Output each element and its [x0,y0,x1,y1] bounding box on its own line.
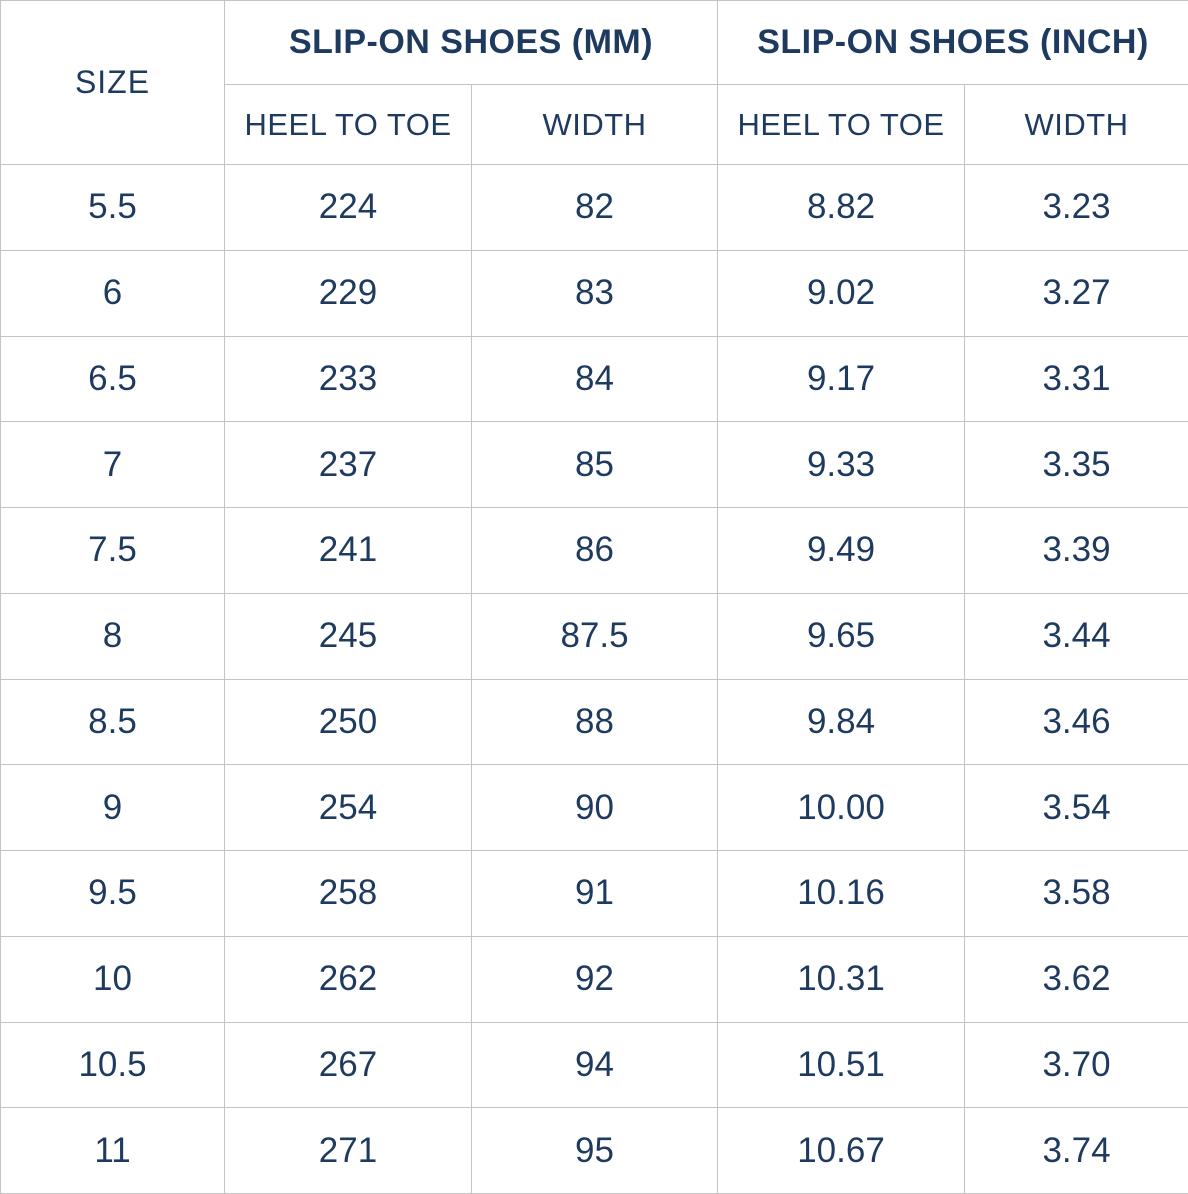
mm-width-cell: 92 [472,936,718,1022]
inch-width-cell: 3.23 [965,165,1188,251]
mm-heel-to-toe-cell: 254 [225,765,472,851]
table-row: 9 254 90 10.00 3.54 [1,765,1188,851]
table-row: 8 245 87.5 9.65 3.44 [1,593,1188,679]
inch-heel-to-toe-cell: 9.84 [718,679,965,765]
inch-width-cell: 3.62 [965,936,1188,1022]
table-row: 9.5 258 91 10.16 3.58 [1,851,1188,937]
table-row: 10.5 267 94 10.51 3.70 [1,1022,1188,1108]
mm-width-cell: 82 [472,165,718,251]
inch-heel-to-toe-cell: 9.33 [718,422,965,508]
mm-heel-to-toe-cell: 267 [225,1022,472,1108]
inch-width-cell: 3.31 [965,336,1188,422]
size-column-header: SIZE [1,1,225,165]
mm-width-cell: 90 [472,765,718,851]
size-cell: 9 [1,765,225,851]
table-row: 7.5 241 86 9.49 3.39 [1,508,1188,594]
subheader-mm-heel-to-toe: HEEL TO TOE [225,85,472,165]
group-header-mm: SLIP-ON SHOES (MM) [225,1,718,85]
inch-heel-to-toe-cell: 10.51 [718,1022,965,1108]
inch-width-cell: 3.46 [965,679,1188,765]
table-row: 11 271 95 10.67 3.74 [1,1108,1188,1194]
size-cell: 8.5 [1,679,225,765]
subheader-inch-width: WIDTH [965,85,1188,165]
mm-heel-to-toe-cell: 245 [225,593,472,679]
size-cell: 5.5 [1,165,225,251]
mm-heel-to-toe-cell: 241 [225,508,472,594]
table-row: 5.5 224 82 8.82 3.23 [1,165,1188,251]
size-cell: 6.5 [1,336,225,422]
size-cell: 9.5 [1,851,225,937]
inch-heel-to-toe-cell: 10.16 [718,851,965,937]
mm-heel-to-toe-cell: 224 [225,165,472,251]
group-header-inch: SLIP-ON SHOES (INCH) [718,1,1188,85]
inch-heel-to-toe-cell: 9.02 [718,250,965,336]
mm-heel-to-toe-cell: 271 [225,1108,472,1194]
table-row: 6 229 83 9.02 3.27 [1,250,1188,336]
inch-heel-to-toe-cell: 10.67 [718,1108,965,1194]
mm-width-cell: 83 [472,250,718,336]
inch-heel-to-toe-cell: 8.82 [718,165,965,251]
table-row: 6.5 233 84 9.17 3.31 [1,336,1188,422]
size-cell: 6 [1,250,225,336]
mm-heel-to-toe-cell: 229 [225,250,472,336]
inch-width-cell: 3.58 [965,851,1188,937]
mm-heel-to-toe-cell: 258 [225,851,472,937]
mm-heel-to-toe-cell: 233 [225,336,472,422]
subheader-mm-width: WIDTH [472,85,718,165]
inch-heel-to-toe-cell: 9.65 [718,593,965,679]
mm-width-cell: 87.5 [472,593,718,679]
table-row: 7 237 85 9.33 3.35 [1,422,1188,508]
mm-heel-to-toe-cell: 262 [225,936,472,1022]
mm-width-cell: 91 [472,851,718,937]
mm-width-cell: 94 [472,1022,718,1108]
inch-width-cell: 3.44 [965,593,1188,679]
inch-width-cell: 3.74 [965,1108,1188,1194]
size-cell: 10.5 [1,1022,225,1108]
mm-heel-to-toe-cell: 250 [225,679,472,765]
inch-width-cell: 3.70 [965,1022,1188,1108]
mm-width-cell: 84 [472,336,718,422]
group-header-row: SIZE SLIP-ON SHOES (MM) SLIP-ON SHOES (I… [1,1,1188,85]
mm-width-cell: 88 [472,679,718,765]
table-row: 10 262 92 10.31 3.62 [1,936,1188,1022]
inch-width-cell: 3.39 [965,508,1188,594]
table-body: 5.5 224 82 8.82 3.23 6 229 83 9.02 3.27 … [1,165,1188,1194]
size-cell: 11 [1,1108,225,1194]
size-cell: 8 [1,593,225,679]
size-cell: 7.5 [1,508,225,594]
mm-width-cell: 85 [472,422,718,508]
inch-heel-to-toe-cell: 9.49 [718,508,965,594]
table-header: SIZE SLIP-ON SHOES (MM) SLIP-ON SHOES (I… [1,1,1188,165]
inch-width-cell: 3.27 [965,250,1188,336]
subheader-inch-heel-to-toe: HEEL TO TOE [718,85,965,165]
mm-heel-to-toe-cell: 237 [225,422,472,508]
mm-width-cell: 95 [472,1108,718,1194]
inch-heel-to-toe-cell: 10.31 [718,936,965,1022]
table-row: 8.5 250 88 9.84 3.46 [1,679,1188,765]
size-cell: 10 [1,936,225,1022]
inch-width-cell: 3.54 [965,765,1188,851]
mm-width-cell: 86 [472,508,718,594]
size-cell: 7 [1,422,225,508]
inch-heel-to-toe-cell: 10.00 [718,765,965,851]
inch-width-cell: 3.35 [965,422,1188,508]
inch-heel-to-toe-cell: 9.17 [718,336,965,422]
